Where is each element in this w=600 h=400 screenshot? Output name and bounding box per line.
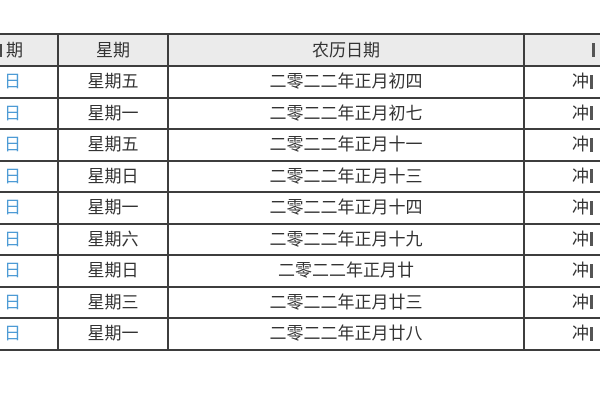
- gregorian-date-link[interactable]: 日: [4, 198, 21, 218]
- gregorian-date-link[interactable]: 日: [4, 103, 21, 123]
- chongsha-cell: 冲: [525, 256, 600, 286]
- table-row: 日 星期五 二零二二年正月初四 冲: [0, 67, 600, 99]
- header-weekday: 星期: [59, 35, 169, 65]
- clipped-glyph-fragment: [590, 137, 593, 152]
- lunar-date-cell: 二零二二年正月廿三: [169, 287, 525, 317]
- clipped-glyph-fragment: [0, 43, 2, 57]
- chongsha-text: 冲: [572, 324, 589, 344]
- weekday-cell: 星期三: [59, 287, 169, 317]
- weekday-cell: 星期一: [59, 193, 169, 223]
- weekday-cell: 星期六: [59, 224, 169, 254]
- gregorian-date-link[interactable]: 日: [4, 135, 21, 155]
- header-gregorian-label: 期: [6, 40, 23, 60]
- gregorian-date-link[interactable]: 日: [4, 324, 21, 344]
- clipped-glyph-fragment: [590, 106, 593, 121]
- weekday-cell: 星期五: [59, 67, 169, 97]
- chongsha-cell: 冲: [525, 99, 600, 129]
- chongsha-cell: 冲: [525, 193, 600, 223]
- chongsha-cell: 冲: [525, 319, 600, 349]
- header-gregorian-date: 期: [0, 35, 59, 65]
- table-row: 日 星期五 二零二二年正月十一 冲: [0, 130, 600, 162]
- chongsha-text: 冲: [572, 229, 589, 249]
- clipped-glyph-fragment: [590, 74, 593, 89]
- weekday-cell: 星期日: [59, 161, 169, 191]
- table-header-row: 期 星期 农历日期: [0, 35, 600, 67]
- clipped-glyph-fragment: [590, 200, 593, 215]
- gregorian-date-link[interactable]: 日: [4, 292, 21, 312]
- gregorian-date-link[interactable]: 日: [4, 261, 21, 281]
- chongsha-cell: 冲: [525, 225, 600, 255]
- table-row: 日 星期一 二零二二年正月十四 冲: [0, 193, 600, 225]
- gregorian-date-cell: 日: [0, 287, 59, 317]
- clipped-glyph-fragment: [590, 326, 593, 341]
- weekday-cell: 星期一: [59, 98, 169, 128]
- weekday-cell: 星期日: [59, 256, 169, 286]
- chongsha-text: 冲: [572, 135, 589, 155]
- lunar-date-cell: 二零二二年正月廿: [169, 256, 525, 286]
- lunar-date-cell: 二零二二年正月十一: [169, 130, 525, 160]
- table-row: 日 星期六 二零二二年正月十九 冲: [0, 224, 600, 256]
- chongsha-text: 冲: [572, 292, 589, 312]
- chongsha-cell: 冲: [525, 67, 600, 97]
- clipped-glyph-fragment: [590, 169, 593, 184]
- clipped-glyph-fragment: [590, 295, 593, 310]
- table-row: 日 星期日 二零二二年正月廿 冲: [0, 256, 600, 288]
- chongsha-text: 冲: [572, 166, 589, 186]
- chongsha-text: 冲: [572, 72, 589, 92]
- header-lunar-date: 农历日期: [169, 35, 525, 65]
- gregorian-date-link[interactable]: 日: [4, 229, 21, 249]
- header-chongsha: [525, 35, 600, 65]
- lunar-date-cell: 二零二二年正月十九: [169, 224, 525, 254]
- gregorian-date-cell: 日: [0, 98, 59, 128]
- chongsha-cell: 冲: [525, 288, 600, 318]
- gregorian-date-cell: 日: [0, 161, 59, 191]
- table-row: 日 星期一 二零二二年正月初七 冲: [0, 98, 600, 130]
- gregorian-date-link[interactable]: 日: [4, 166, 21, 186]
- clipped-glyph-fragment: [590, 263, 593, 278]
- chongsha-text: 冲: [572, 261, 589, 281]
- chongsha-cell: 冲: [525, 162, 600, 192]
- gregorian-date-cell: 日: [0, 224, 59, 254]
- weekday-cell: 星期五: [59, 130, 169, 160]
- gregorian-date-cell: 日: [0, 130, 59, 160]
- almanac-table: 期 星期 农历日期 日 星期五 二零二二年正月初四 冲 日 星期一 二零二二年正…: [0, 33, 600, 351]
- lunar-date-cell: 二零二二年正月初七: [169, 98, 525, 128]
- clipped-glyph-fragment: [590, 232, 593, 247]
- chongsha-text: 冲: [572, 198, 589, 218]
- table-row: 日 星期一 二零二二年正月廿八 冲: [0, 319, 600, 351]
- gregorian-date-cell: 日: [0, 67, 59, 97]
- lunar-date-cell: 二零二二年正月初四: [169, 67, 525, 97]
- gregorian-date-link[interactable]: 日: [4, 72, 21, 92]
- table-row: 日 星期日 二零二二年正月十三 冲: [0, 161, 600, 193]
- lunar-date-cell: 二零二二年正月廿八: [169, 319, 525, 349]
- clipped-glyph-fragment: [592, 43, 595, 57]
- gregorian-date-cell: 日: [0, 319, 59, 349]
- gregorian-date-cell: 日: [0, 193, 59, 223]
- gregorian-date-cell: 日: [0, 256, 59, 286]
- chongsha-text: 冲: [572, 103, 589, 123]
- weekday-cell: 星期一: [59, 319, 169, 349]
- lunar-date-cell: 二零二二年正月十四: [169, 193, 525, 223]
- table-row: 日 星期三 二零二二年正月廿三 冲: [0, 287, 600, 319]
- lunar-date-cell: 二零二二年正月十三: [169, 161, 525, 191]
- chongsha-cell: 冲: [525, 130, 600, 160]
